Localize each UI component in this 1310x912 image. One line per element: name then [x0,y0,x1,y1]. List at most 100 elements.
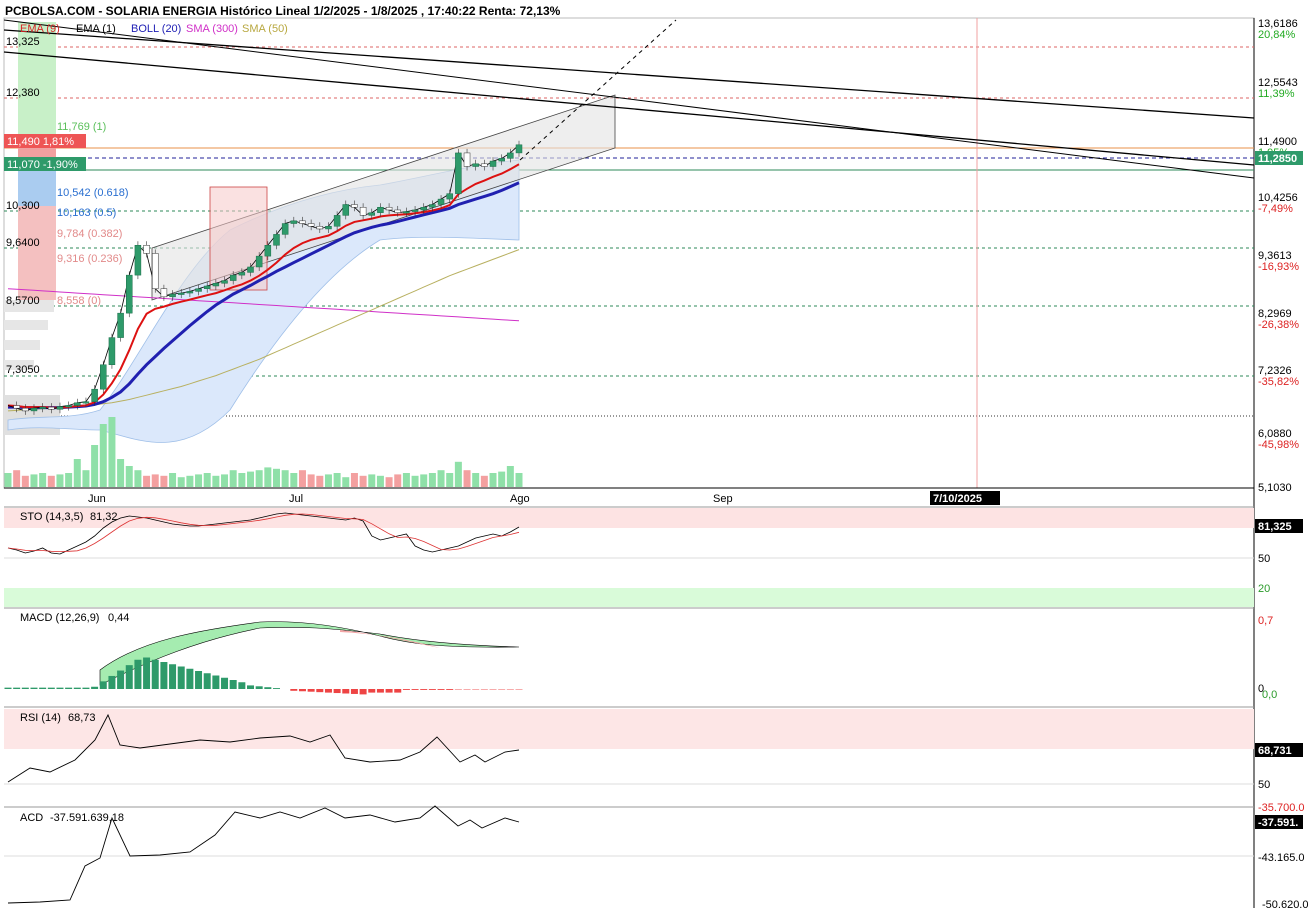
volume-bar [472,473,480,487]
volume-bar [221,474,229,487]
right-tick-price: 7,2326 [1258,365,1292,377]
macd-bar [342,689,350,694]
fib-0618: 10,542 (0.618) [57,187,129,199]
macd-bar [195,671,203,689]
rsi-line [7,713,520,783]
candle [481,163,488,167]
macd-bar [359,689,367,695]
volume-bar [177,477,185,487]
candle [359,206,367,216]
fib-0: 8,558 (0) [57,295,101,307]
candle [65,405,72,408]
candle [316,225,324,230]
candle [22,407,29,412]
fib-0382: 9,784 (0.382) [57,228,122,240]
sto-panel: STO (14,3,5) 81,32 81,325 50 20 [4,506,1303,607]
sto-tick-50: 50 [1258,553,1270,565]
volume-bar [229,470,237,487]
volume-bar [437,470,445,487]
candles [7,140,523,415]
right-axis: 13,618620,84%12,554311,39%11,49001,95%10… [1258,18,1299,494]
volume-bar [290,473,298,487]
candle [325,225,332,230]
macd-bar [117,670,125,689]
sma300-path [7,288,520,322]
sma300-line [7,288,520,322]
candle [403,211,410,214]
macd-bar [47,687,55,689]
macd-bar [229,680,237,689]
volume-bar [238,473,246,487]
macd-bar [402,689,410,690]
macd-bar [82,687,90,689]
volume-bar [151,474,159,487]
volume-bar [134,470,142,487]
label-10300: 10,300 [6,200,40,212]
boll-path [8,181,520,410]
label-7305: 7,3050 [6,364,40,376]
macd-bar [255,686,263,689]
right-tick-price: 8,2969 [1258,308,1292,320]
trend-lines [3,19,1255,179]
macd-tick-00: 0,0 [1262,689,1277,701]
candle [281,223,289,235]
candle [13,405,20,409]
macd-bar [91,686,99,689]
macd-bar [39,687,47,689]
volume-bar [117,459,125,487]
volume-bar [489,473,497,487]
volume-bar [169,473,177,487]
chart-title: PCBOLSA.COM - SOLARIA ENERGIA Histórico … [5,4,561,18]
candle [212,283,220,287]
right-tick-pct: -7,49% [1258,203,1293,215]
last-price-bg [1255,151,1303,165]
volume-bar [298,470,306,487]
candle [264,245,272,257]
legend-ema9: EMA (9) [20,23,60,35]
bollinger-band [7,159,520,443]
candle [455,152,462,194]
volume-bar [39,473,47,487]
volume-bar [506,466,514,487]
macd-bar [324,689,332,693]
candle [143,245,150,254]
ema9-line [7,163,520,409]
macd-value: 0,44 [108,612,129,624]
sto-label: STO (14,3,5) [20,511,83,523]
macd-bar [437,689,445,690]
candle [420,206,427,211]
candle [160,288,168,298]
volume-bar [480,475,488,487]
right-tick-price: 5,1030 [1258,482,1292,494]
volume-bar [247,471,255,487]
volume-bar [56,474,64,487]
macd-bar [125,665,133,689]
label-9640: 9,6400 [6,237,40,249]
volume-bar [402,473,410,487]
volume-bar [385,477,393,487]
last-price: 11,2850 [1258,153,1297,165]
volume-bar [428,473,436,487]
candle [377,206,384,213]
macd-bar [376,689,384,693]
candle [333,215,341,227]
macd-bar [394,689,402,693]
sto-line [7,512,520,555]
label-8570: 8,5700 [6,295,40,307]
highlight-box [209,186,268,291]
candle [126,274,133,314]
volume-bar [13,470,21,487]
candle [186,291,194,294]
macd-bar [160,662,168,689]
candle [255,255,263,268]
volume-bar [454,461,462,487]
candle [91,388,98,402]
candle [515,144,523,154]
candle [151,253,159,289]
candle [498,158,505,162]
volume-bar [342,477,350,487]
candle [39,406,46,409]
right-tick-price: 11,4900 [1258,136,1297,148]
macd-bar [143,657,151,689]
